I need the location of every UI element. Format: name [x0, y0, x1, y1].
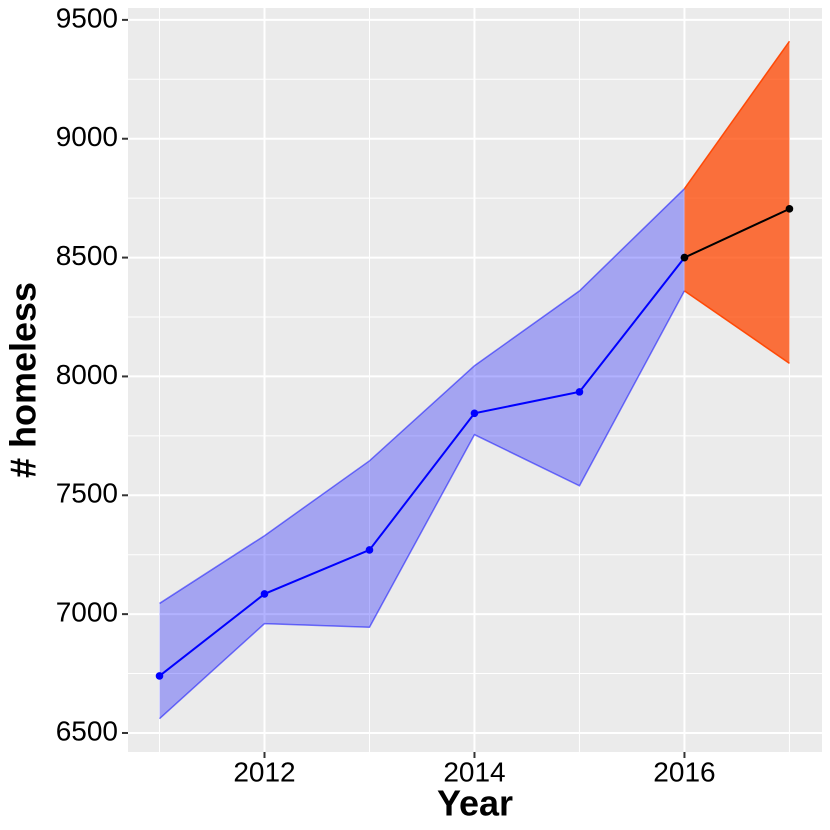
band — [684, 41, 790, 364]
band-edge — [684, 290, 790, 364]
x-tick-label: 2016 — [653, 756, 715, 787]
point — [470, 409, 479, 418]
point — [785, 205, 794, 213]
point — [575, 388, 584, 396]
y-tick-label: 8000 — [56, 359, 118, 390]
y-tick-label: 9000 — [56, 121, 118, 152]
x-axis-title: Year — [437, 783, 513, 824]
y-tick-label: 7000 — [56, 597, 118, 628]
y-tick-label: 8500 — [56, 240, 118, 271]
x-tick-label: 2012 — [233, 756, 295, 787]
y-tick-label: 9500 — [56, 2, 118, 33]
x-tick-label: 2014 — [443, 756, 505, 787]
band — [159, 188, 685, 719]
band-edge — [159, 188, 685, 605]
point — [365, 546, 374, 554]
band-edge — [683, 40, 791, 190]
line — [684, 207, 790, 259]
point — [260, 590, 269, 598]
y-axis-title: # homeless — [3, 282, 44, 478]
y-tick-label: 7500 — [56, 478, 118, 509]
point — [155, 672, 164, 680]
band-edge — [158, 290, 686, 720]
y-tick-label: 6500 — [56, 715, 118, 746]
point — [680, 253, 689, 262]
line — [158, 256, 686, 677]
